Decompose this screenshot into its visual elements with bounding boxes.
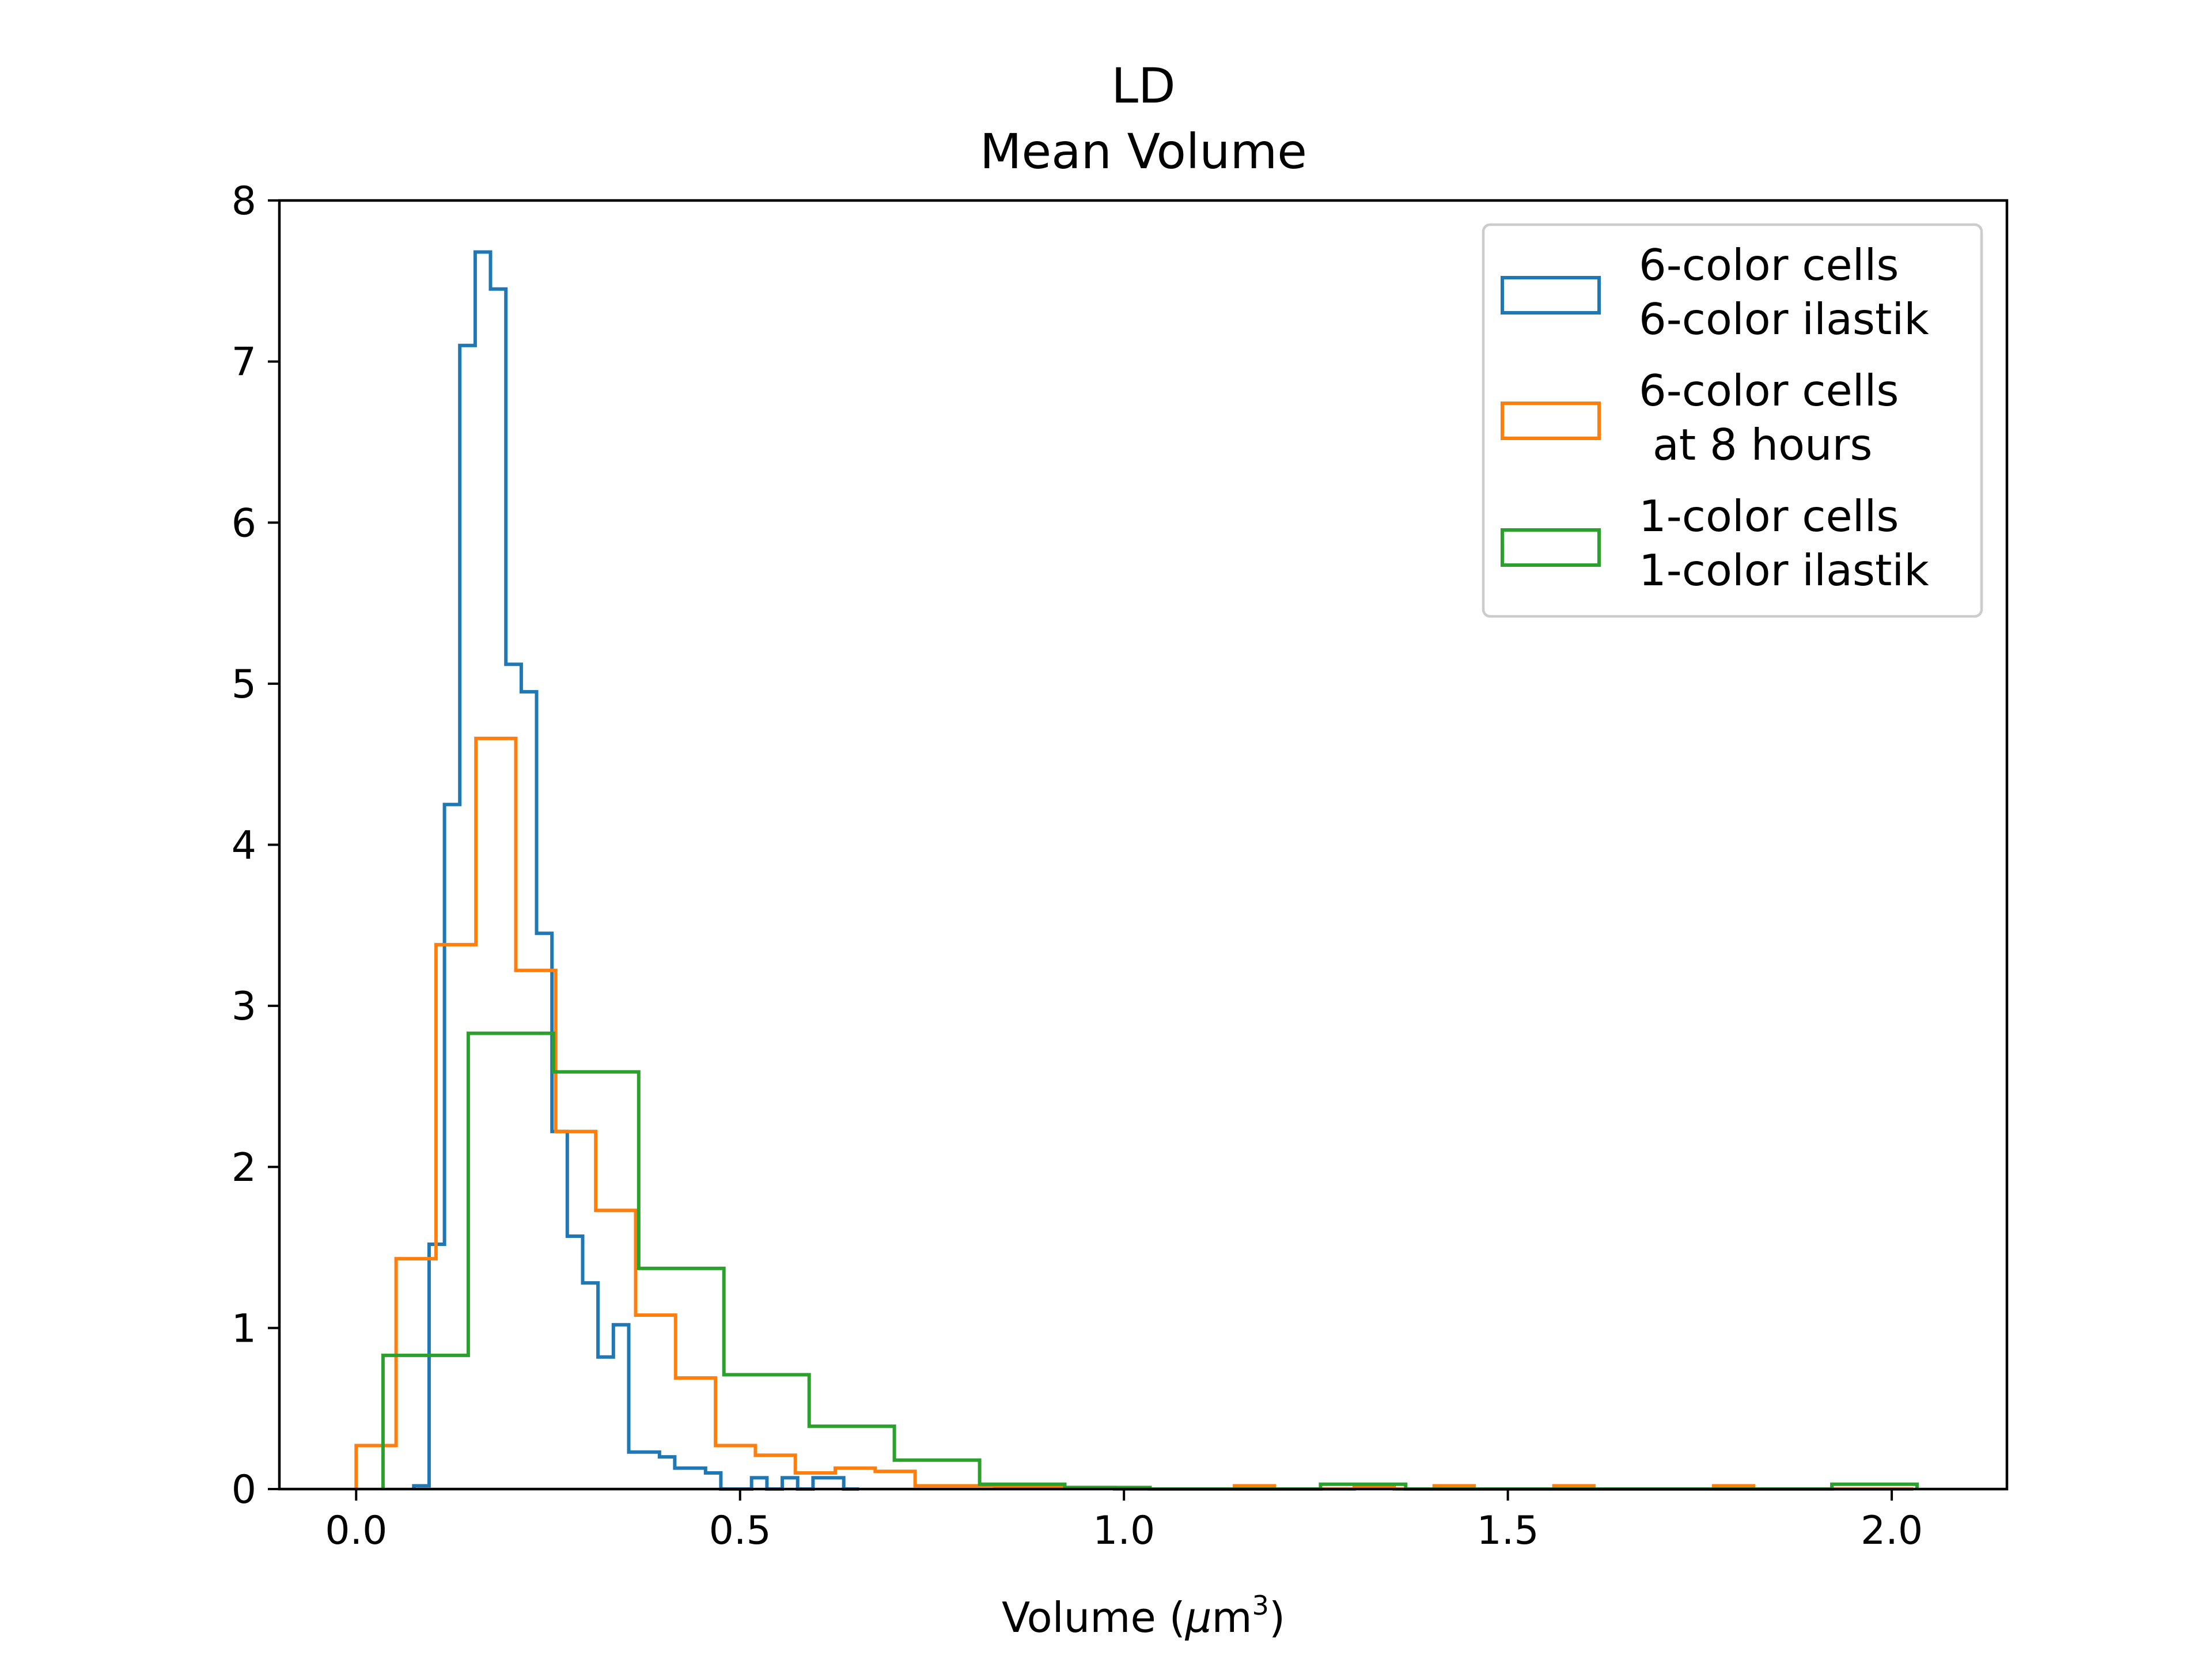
x-tick-label: 2.0 — [1861, 1508, 1923, 1554]
legend-label-6color-ilastik-line1: 6-color cells — [1639, 240, 1899, 290]
x-axis-label-suffix: ) — [1269, 1593, 1285, 1642]
x-tick-label: 1.5 — [1477, 1508, 1539, 1554]
x-tick-label: 0.5 — [709, 1508, 771, 1554]
y-tick-label: 6 — [232, 501, 256, 546]
legend-label-6color-8hours-line2: at 8 hours — [1639, 419, 1872, 470]
x-axis-label-mu: μ — [1185, 1593, 1212, 1642]
y-tick-label: 4 — [232, 823, 256, 869]
chart-title-line2: Mean Volume — [980, 123, 1307, 180]
legend-swatch-1color-ilastik — [1501, 528, 1601, 567]
x-axis-label-unit: m — [1212, 1593, 1252, 1642]
legend-label-6color-ilastik-line2: 6-color ilastik — [1639, 294, 1929, 344]
x-axis-label: Volume (μm3) — [1002, 1590, 1285, 1642]
legend: 6-color cells 6-color ilastik 6-color ce… — [1482, 223, 1983, 618]
legend-label-6color-8hours-line1: 6-color cells — [1639, 365, 1899, 416]
y-tick-label: 3 — [232, 984, 256, 1029]
chart-title-line1: LD — [1111, 58, 1175, 114]
legend-swatch-6color-8hours — [1501, 402, 1601, 440]
y-tick-label: 0 — [232, 1467, 256, 1513]
legend-frame — [1482, 223, 1983, 618]
x-tick-label: 1.0 — [1093, 1508, 1155, 1554]
x-axis: 0.0 0.5 1.0 1.5 2.0 — [325, 1489, 1923, 1554]
y-tick-label: 5 — [232, 662, 256, 707]
y-tick-label: 7 — [232, 340, 256, 385]
legend-label-1color-ilastik-line1: 1-color cells — [1639, 491, 1899, 541]
x-axis-label-exponent: 3 — [1252, 1590, 1269, 1621]
y-tick-label: 2 — [232, 1145, 256, 1191]
legend-label-1color-ilastik-line2: 1-color ilastik — [1639, 545, 1929, 596]
x-tick-label: 0.0 — [325, 1508, 387, 1554]
y-axis: 0 1 2 3 4 5 6 7 8 — [232, 179, 279, 1513]
legend-swatch-6color-ilastik — [1501, 276, 1601, 315]
y-tick-label: 1 — [232, 1306, 256, 1351]
series-2-histogram-step — [354, 736, 1914, 1491]
y-tick-label: 8 — [232, 179, 256, 224]
x-axis-label-prefix: Volume ( — [1002, 1593, 1185, 1642]
